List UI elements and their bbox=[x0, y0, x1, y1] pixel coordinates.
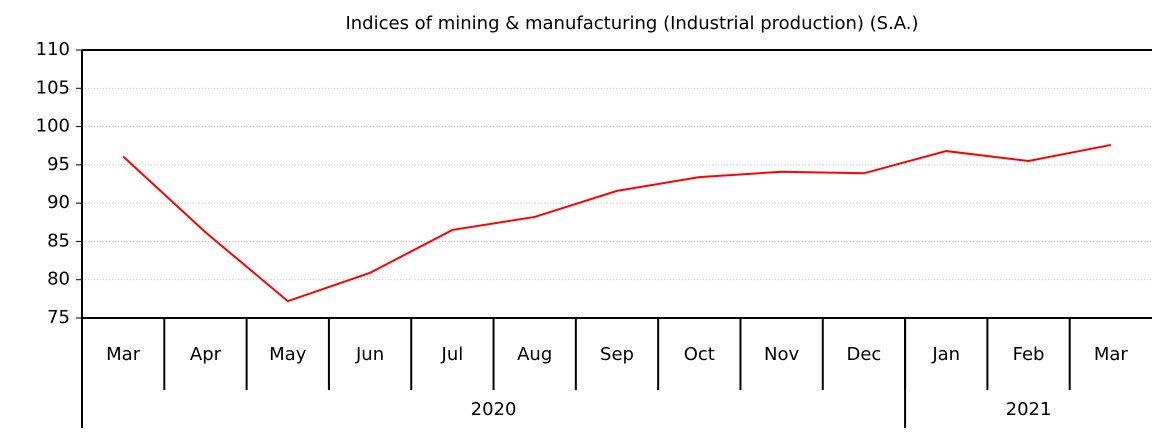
year-label: 2020 bbox=[471, 399, 517, 420]
chart-title: Indices of mining & manufacturing (Indus… bbox=[345, 13, 918, 34]
y-tick-label: 110 bbox=[36, 39, 70, 60]
y-tick-label: 80 bbox=[47, 269, 70, 290]
x-tick-label: May bbox=[269, 344, 307, 365]
x-tick-label: Dec bbox=[847, 344, 882, 365]
x-tick-label: Feb bbox=[1013, 344, 1045, 365]
y-tick-label: 105 bbox=[36, 77, 70, 98]
x-tick-label: Oct bbox=[684, 344, 715, 365]
x-tick-label: Nov bbox=[764, 344, 799, 365]
year-label: 2021 bbox=[1006, 399, 1052, 420]
x-tick-label: Aug bbox=[517, 344, 552, 365]
y-tick-label: 90 bbox=[47, 192, 70, 213]
y-tick-label: 85 bbox=[47, 230, 70, 251]
x-tick-label: Jan bbox=[931, 344, 960, 365]
y-tick-label: 95 bbox=[47, 154, 70, 175]
y-tick-label: 100 bbox=[36, 116, 70, 137]
line bbox=[122, 143, 1112, 303]
x-tick-label: Mar bbox=[106, 344, 141, 365]
x-tick-label: Mar bbox=[1094, 344, 1129, 365]
y-tick-label: 75 bbox=[47, 307, 70, 328]
x-tick-label: Jul bbox=[441, 344, 464, 365]
x-tick-label: Apr bbox=[190, 344, 222, 365]
x-tick-label: Jun bbox=[355, 344, 384, 365]
x-tick-label: Sep bbox=[600, 344, 634, 365]
